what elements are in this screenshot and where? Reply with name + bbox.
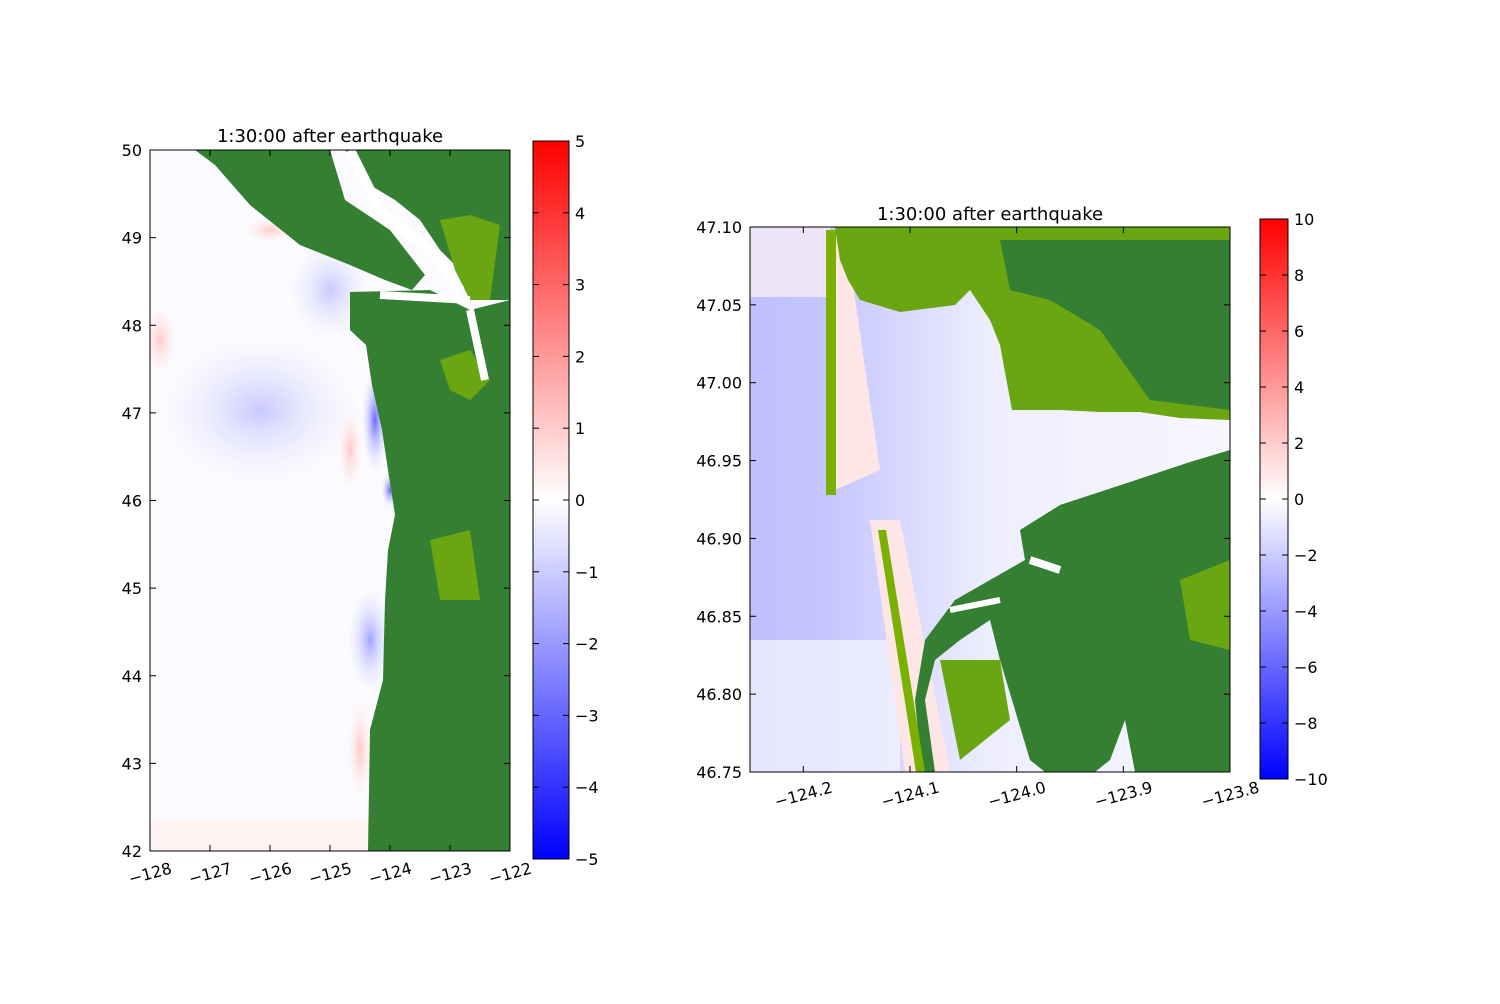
- colorbar-tick-label: 2: [575, 347, 585, 366]
- y-tick-label: 46.80: [696, 685, 742, 704]
- y-tick-label: 46.90: [696, 529, 742, 548]
- washington-oregon-land: [350, 290, 510, 851]
- colorbar-tick-label: 0: [575, 491, 585, 510]
- y-tick-label: 46: [122, 492, 142, 511]
- y-tick-label: 47.10: [696, 218, 742, 237]
- x-tick-label: −124.0: [986, 778, 1048, 812]
- y-tick-label: 50: [122, 141, 142, 160]
- y-tick-label: 46.75: [696, 763, 742, 782]
- y-tick-label: 47.05: [696, 296, 742, 315]
- vancouver-island-land: [195, 150, 425, 290]
- y-tick-label: 46.85: [696, 607, 742, 626]
- colorbar-tick-label: 8: [1294, 266, 1304, 285]
- left-plot: 1:30:00 after earthquake −128 −127 −126 −12…: [122, 126, 599, 888]
- y-tick-label: 47.00: [696, 374, 742, 393]
- right-plot: 1:30:00 after earthquake −124.2 −124.1 −12…: [696, 204, 1328, 811]
- colorbar-tick-label: 5: [575, 132, 585, 151]
- south-shore-land: [915, 450, 1230, 772]
- colorbar-tick-label: 0: [1294, 490, 1304, 509]
- y-tick-label: 48: [122, 316, 142, 335]
- x-tick-label: −123.8: [1199, 778, 1261, 812]
- colorbar-tick-label: −3: [575, 706, 599, 725]
- right-title: 1:30:00 after earthquake: [877, 204, 1103, 225]
- colorbar-tick-label: −5: [575, 850, 599, 869]
- x-tick-label: −128: [126, 859, 173, 889]
- colorbar-tick-label: −2: [575, 635, 599, 654]
- right-map: [750, 227, 1230, 772]
- y-tick-label: 42: [122, 842, 142, 861]
- colorbar-tick-label: 10: [1294, 210, 1314, 229]
- colorbar-tick-label: −6: [1294, 658, 1318, 677]
- colorbar-tick-label: 1: [575, 419, 585, 438]
- colorbar-tick-label: 3: [575, 276, 585, 295]
- colorbar-tick-label: −2: [1294, 546, 1318, 565]
- left-map: [150, 150, 510, 851]
- left-colorbar-ticks: 5 4 3 2 1 0 −1 −2 −3 −4 −5: [533, 132, 599, 869]
- x-tick-label: −123: [426, 859, 473, 889]
- x-tick-label: −124.2: [772, 778, 834, 812]
- y-tick-label: 45: [122, 579, 142, 598]
- x-tick-label: −124.1: [879, 778, 941, 812]
- colorbar-tick-label: 4: [575, 204, 585, 223]
- colorbar-tick-label: −10: [1294, 770, 1328, 789]
- right-colorbar-ticks: 10 8 6 4 2 0 −2 −4 −6 −8 −10: [1260, 210, 1328, 789]
- y-tick-label: 46.95: [696, 452, 742, 471]
- x-tick-label: −125: [306, 859, 353, 889]
- x-tick-label: −122: [486, 859, 533, 889]
- x-tick-label: −123.9: [1092, 778, 1154, 812]
- y-tick-label: 49: [122, 229, 142, 248]
- x-tick-label: −126: [246, 859, 293, 889]
- y-tick-label: 44: [122, 667, 142, 686]
- colorbar-tick-label: 4: [1294, 378, 1304, 397]
- colorbar-tick-label: −8: [1294, 714, 1318, 733]
- x-tick-label: −124: [366, 859, 413, 889]
- x-tick-label: −127: [186, 859, 233, 889]
- colorbar-tick-label: 2: [1294, 434, 1304, 453]
- colorbar-tick-label: −1: [575, 563, 599, 582]
- left-title: 1:30:00 after earthquake: [217, 126, 443, 147]
- colorbar-tick-label: −4: [1294, 602, 1318, 621]
- colorbar-tick-label: 6: [1294, 322, 1304, 341]
- right-axes-frame: [749, 226, 1231, 773]
- y-tick-label: 47: [122, 404, 142, 423]
- colorbar-tick-label: −4: [575, 778, 599, 797]
- y-tick-label: 43: [122, 754, 142, 773]
